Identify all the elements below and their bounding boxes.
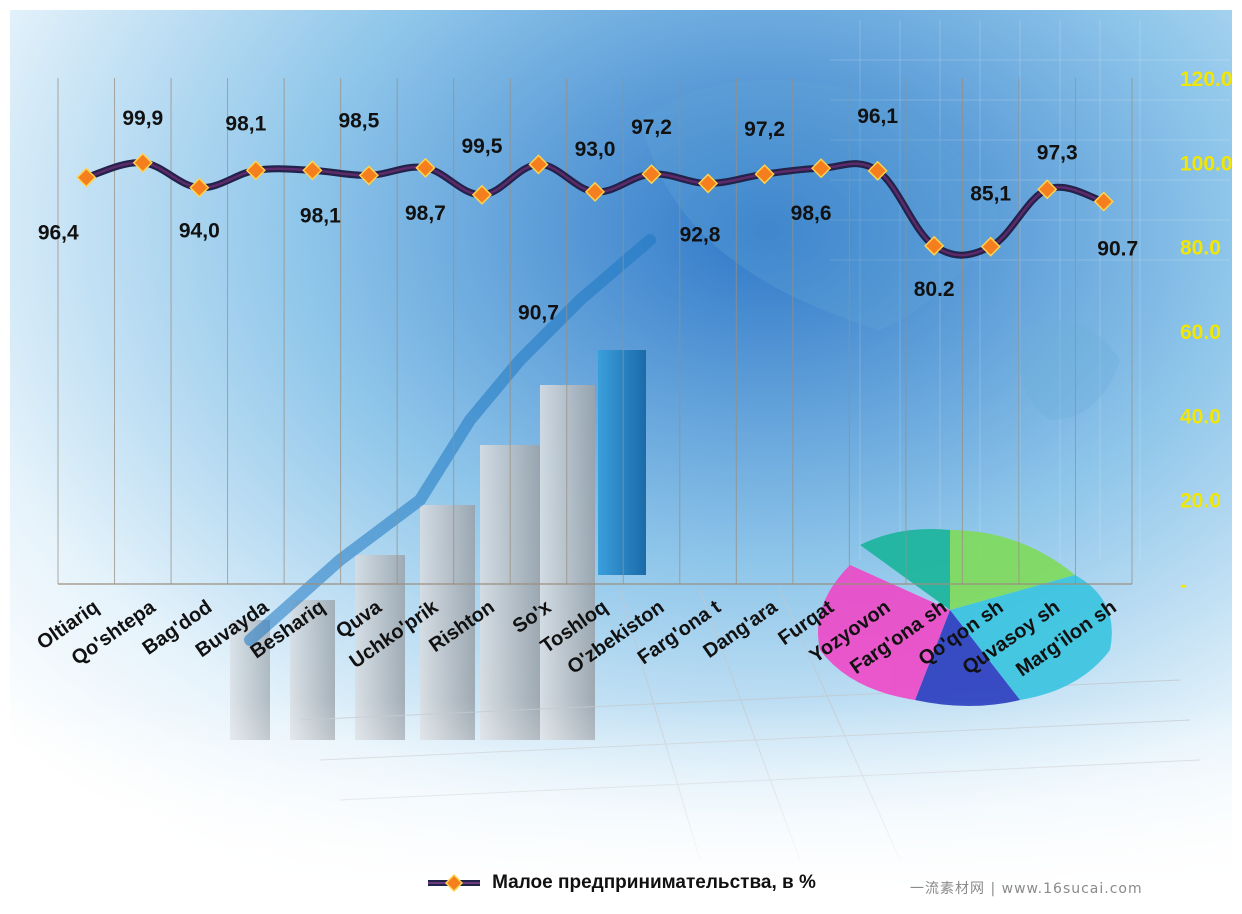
legend-label: Малое предпринимательства, в % [492, 872, 816, 893]
y-tick-labels: - 20.0 40.0 60.0 80.0 100.0 120.0 [1180, 68, 1233, 597]
data-label: 98,1 [300, 204, 341, 227]
data-label: 90,7 [518, 301, 559, 324]
data-label: 97,2 [744, 118, 785, 141]
data-point-marker [980, 236, 1001, 257]
data-point-marker [415, 157, 436, 178]
data-point-marker [754, 164, 775, 185]
data-label: 93,0 [575, 138, 616, 161]
data-label: 97,2 [631, 116, 672, 139]
data-point-marker [1093, 191, 1114, 212]
data-label: 99,9 [122, 107, 163, 130]
legend: Малое предпринимательства, в % [0, 868, 1242, 898]
y-tick-label: 20.0 [1180, 490, 1221, 513]
vertical-gridlines [57, 78, 1133, 584]
data-point-marker [697, 173, 719, 194]
y-tick-label: 120.0 [1180, 68, 1233, 91]
data-label: 98,6 [791, 202, 832, 225]
data-point-marker [189, 177, 210, 198]
data-point-marker [811, 158, 832, 179]
data-label: 92,8 [680, 223, 721, 246]
series-markers [76, 152, 1114, 257]
data-label: 97,3 [1037, 141, 1078, 164]
data-labels: 96,4 99,9 94,0 98,1 98,1 98,5 98,7 99,5 90,7 93,0… [38, 105, 1138, 325]
legend-line-marker-icon [428, 873, 481, 893]
data-point-marker [528, 154, 549, 175]
data-label: 85,1 [970, 183, 1011, 206]
data-label: 98,1 [225, 112, 266, 135]
data-point-marker [1037, 179, 1058, 200]
y-tick-label: 100.0 [1180, 152, 1233, 175]
data-point-marker [132, 152, 153, 173]
data-label: 96,4 [38, 222, 79, 245]
data-label: 90.7 [1097, 238, 1138, 261]
data-label: 80.2 [914, 278, 955, 301]
data-label: 94,0 [179, 220, 220, 243]
data-label: 99,5 [462, 135, 503, 158]
y-tick-label: 40.0 [1180, 405, 1221, 428]
data-label: 98,7 [405, 202, 446, 225]
watermark: 一流素材网 | www.16sucai.com [910, 881, 1143, 897]
y-tick-label: - [1180, 574, 1187, 597]
data-label: 98,5 [338, 109, 379, 132]
data-label: 96,1 [857, 105, 898, 128]
y-tick-label: 60.0 [1180, 321, 1221, 344]
data-point-marker [358, 165, 379, 186]
data-point-marker [641, 164, 662, 185]
data-point-marker [924, 235, 945, 256]
data-point-marker [471, 184, 493, 205]
data-point-marker [76, 167, 97, 188]
decorative-background [10, 10, 1232, 890]
data-point-marker [245, 160, 266, 181]
data-point-marker [302, 160, 323, 181]
y-tick-label: 80.0 [1180, 237, 1221, 260]
data-point-marker [584, 181, 606, 202]
data-point-marker [867, 160, 888, 181]
